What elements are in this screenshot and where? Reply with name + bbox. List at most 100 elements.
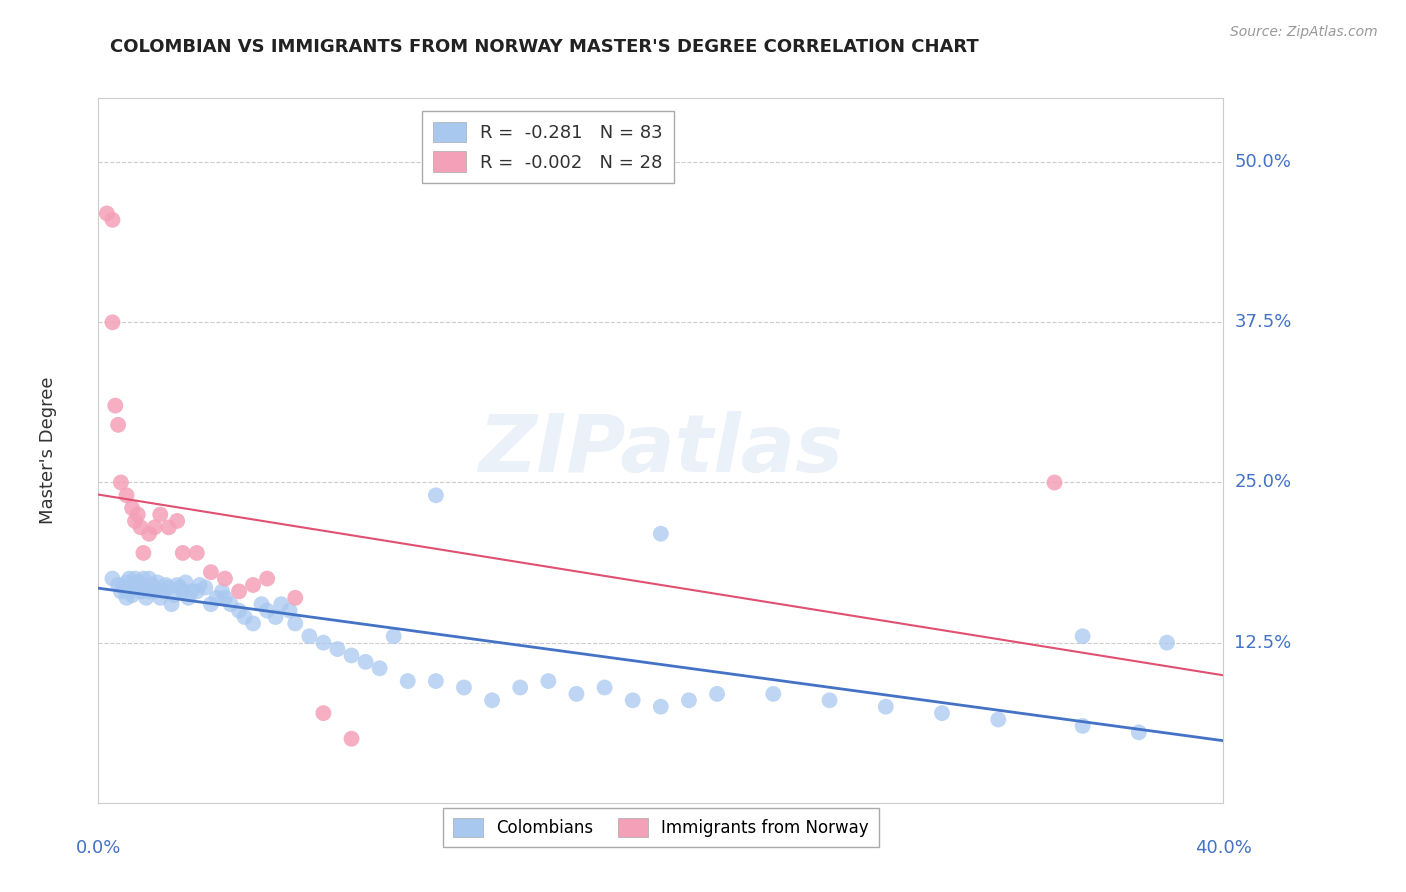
Point: [141, 578, 163, 592]
Point: [115, 488, 138, 502]
Point: [326, 642, 349, 657]
Point: [987, 713, 1010, 727]
Point: [706, 687, 728, 701]
Point: [214, 591, 236, 605]
Point: [121, 578, 143, 592]
Point: [157, 581, 180, 595]
Point: [143, 584, 166, 599]
Point: [112, 581, 135, 595]
Point: [188, 578, 211, 592]
Point: [115, 575, 138, 590]
Point: [138, 526, 160, 541]
Point: [875, 699, 897, 714]
Point: [242, 578, 264, 592]
Point: [129, 578, 152, 592]
Point: [194, 581, 217, 595]
Point: [166, 578, 188, 592]
Point: [284, 616, 307, 631]
Point: [453, 681, 475, 695]
Point: [107, 417, 129, 432]
Point: [211, 584, 233, 599]
Point: [228, 584, 250, 599]
Point: [368, 661, 391, 675]
Text: 12.5%: 12.5%: [1234, 633, 1292, 652]
Point: [200, 565, 222, 579]
Text: 37.5%: 37.5%: [1234, 313, 1292, 331]
Point: [118, 572, 141, 586]
Point: [127, 508, 149, 522]
Point: [256, 604, 278, 618]
Point: [107, 578, 129, 592]
Point: [931, 706, 953, 720]
Point: [138, 584, 160, 599]
Point: [129, 584, 152, 599]
Point: [155, 578, 177, 592]
Point: [354, 655, 377, 669]
Point: [174, 575, 197, 590]
Point: [104, 399, 127, 413]
Point: [172, 546, 194, 560]
Point: [762, 687, 785, 701]
Point: [186, 584, 208, 599]
Point: [1128, 725, 1150, 739]
Point: [143, 581, 166, 595]
Text: Master's Degree: Master's Degree: [39, 376, 56, 524]
Point: [110, 475, 132, 490]
Point: [118, 584, 141, 599]
Point: [214, 572, 236, 586]
Point: [132, 581, 155, 595]
Point: [481, 693, 503, 707]
Point: [149, 591, 172, 605]
Point: [172, 584, 194, 599]
Text: 40.0%: 40.0%: [1195, 838, 1251, 856]
Point: [284, 591, 307, 605]
Point: [177, 591, 200, 605]
Point: [1043, 475, 1066, 490]
Legend: Colombians, Immigrants from Norway: Colombians, Immigrants from Norway: [443, 808, 879, 847]
Text: 50.0%: 50.0%: [1234, 153, 1291, 171]
Point: [340, 648, 363, 663]
Point: [818, 693, 841, 707]
Point: [425, 674, 447, 689]
Point: [166, 514, 188, 528]
Point: [200, 597, 222, 611]
Point: [180, 584, 202, 599]
Point: [312, 706, 335, 720]
Text: COLOMBIAN VS IMMIGRANTS FROM NORWAY MASTER'S DEGREE CORRELATION CHART: COLOMBIAN VS IMMIGRANTS FROM NORWAY MAST…: [110, 37, 979, 56]
Point: [1071, 629, 1094, 643]
Point: [678, 693, 700, 707]
Point: [537, 674, 560, 689]
Point: [382, 629, 405, 643]
Point: [129, 520, 152, 534]
Point: [278, 604, 301, 618]
Point: [593, 681, 616, 695]
Point: [186, 546, 208, 560]
Point: [650, 526, 672, 541]
Point: [121, 501, 143, 516]
Point: [146, 575, 169, 590]
Point: [340, 731, 363, 746]
Point: [650, 699, 672, 714]
Point: [250, 597, 273, 611]
Point: [228, 604, 250, 618]
Text: ZIPatlas: ZIPatlas: [478, 411, 844, 490]
Point: [160, 597, 183, 611]
Point: [169, 581, 191, 595]
Point: [101, 212, 124, 227]
Point: [124, 572, 146, 586]
Point: [101, 572, 124, 586]
Point: [152, 584, 174, 599]
Point: [205, 591, 228, 605]
Point: [135, 591, 157, 605]
Point: [565, 687, 588, 701]
Text: 25.0%: 25.0%: [1234, 474, 1292, 491]
Point: [256, 572, 278, 586]
Point: [157, 520, 180, 534]
Point: [149, 508, 172, 522]
Point: [396, 674, 419, 689]
Point: [115, 591, 138, 605]
Point: [312, 635, 335, 649]
Point: [425, 488, 447, 502]
Point: [509, 681, 531, 695]
Text: 0.0%: 0.0%: [76, 838, 121, 856]
